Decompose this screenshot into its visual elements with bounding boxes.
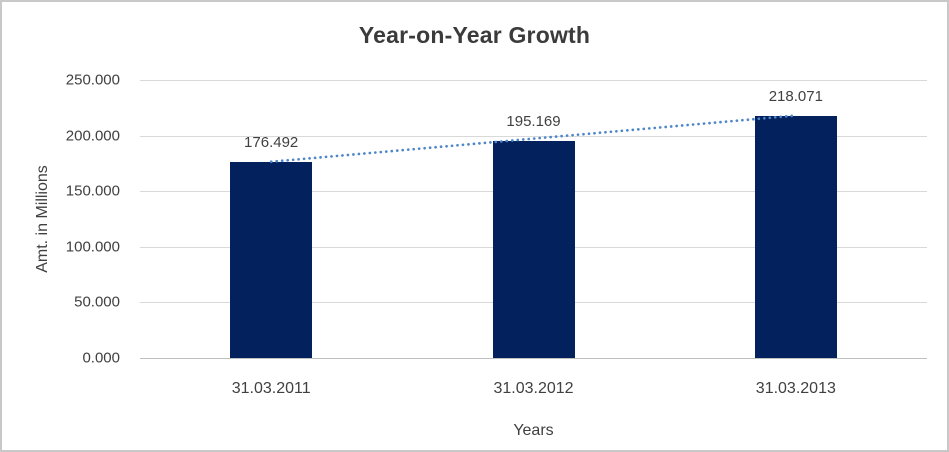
y-tick-label: 150.000 [65,182,120,200]
y-tick-label: 250.000 [65,71,120,89]
gridline [140,80,927,81]
bar-31.03.2011 [230,161,313,358]
bar-31.03.2013 [754,115,837,358]
x-tick-label: 31.03.2011 [231,380,311,397]
bar-31.03.2012 [492,140,575,358]
data-label: 176.492 [244,133,299,151]
x-axis-title: Years [513,422,554,439]
y-tick-label: 0.000 [82,349,120,367]
y-axis-title: Amt. in Millions [34,165,51,273]
x-tick-label: 31.03.2013 [755,380,836,397]
y-tick-label: 200.000 [65,127,120,145]
plot-area: 0.000 50.000 100.000 150.000 200.000 250.000 1… [66,72,927,397]
x-axis-line [140,358,927,359]
y-tick-label: 100.000 [65,238,120,256]
x-tick-label: 31.03.2012 [493,380,574,397]
data-label: 195.169 [506,112,561,130]
y-tick-label: 50.000 [74,293,120,311]
data-label: 218.071 [768,87,823,105]
chart-title: Year-on-Year Growth [358,22,591,48]
